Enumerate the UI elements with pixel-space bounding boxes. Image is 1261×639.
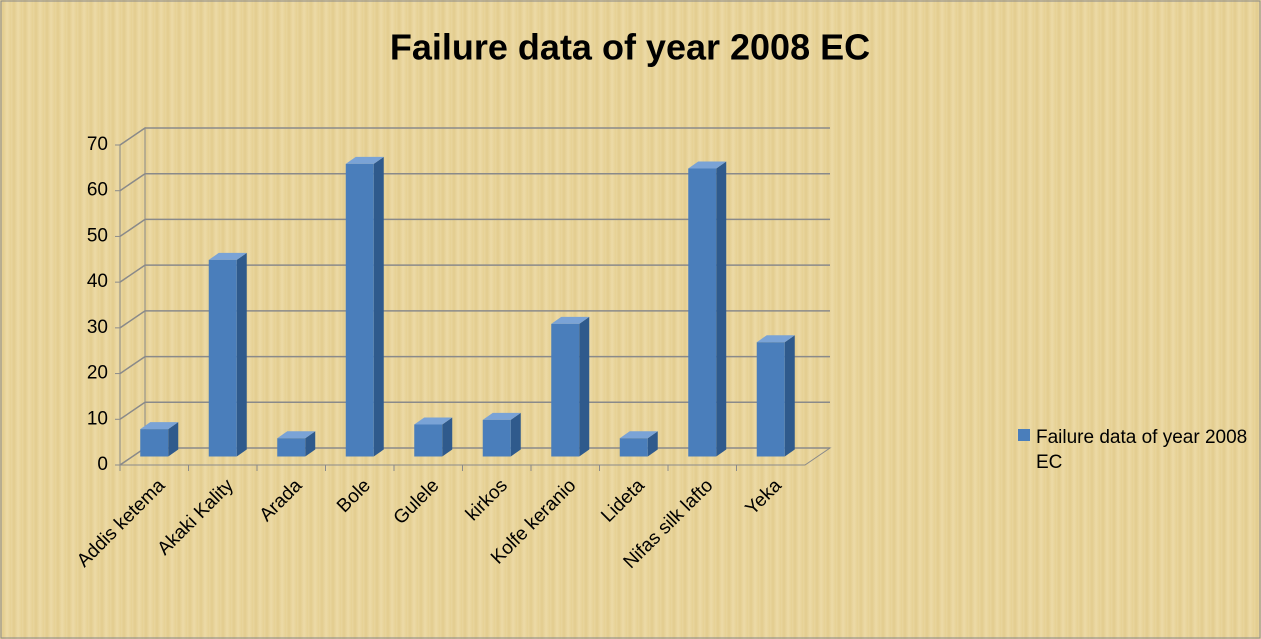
x-tick-label: Yeka — [742, 475, 787, 520]
bar-side — [647, 431, 658, 457]
legend-swatch — [1018, 429, 1030, 441]
bar-top — [345, 156, 384, 164]
grid-line — [119, 264, 830, 283]
bar — [414, 417, 453, 457]
y-tick-label: 40 — [87, 271, 108, 292]
bar-front — [140, 429, 169, 457]
bar — [551, 316, 590, 457]
x-tick-label: kirkos — [462, 475, 512, 525]
y-tick-label: 50 — [87, 225, 108, 246]
chart-title: Failure data of year 2008 EC — [390, 27, 870, 68]
bar-top — [551, 316, 590, 324]
bar-side — [236, 252, 247, 457]
bar — [345, 156, 384, 457]
bar — [140, 422, 179, 457]
bar-front — [277, 438, 306, 457]
x-tick-label: Bole — [333, 475, 375, 517]
bar-top — [277, 431, 316, 439]
grid-line — [119, 401, 830, 420]
bar-front — [619, 438, 648, 457]
bar-front — [208, 259, 237, 457]
bar-side — [305, 431, 316, 457]
bar-front — [688, 168, 717, 457]
grid-line — [119, 355, 830, 375]
legend-label: Failure data of year 2008 EC — [1036, 427, 1248, 473]
y-tick-label: 60 — [87, 180, 108, 201]
y-tick-label: 20 — [87, 363, 108, 384]
bar-side — [168, 422, 179, 457]
grid-line — [119, 172, 830, 192]
side-wall — [119, 127, 146, 466]
bar-top — [140, 422, 179, 430]
bar-top — [619, 431, 658, 439]
bar-front — [482, 419, 511, 457]
bar-top — [208, 252, 247, 260]
bar-side — [784, 335, 795, 457]
bar — [277, 431, 316, 457]
grid-line — [119, 218, 830, 238]
bar-side — [579, 316, 590, 457]
bar-front — [345, 163, 374, 457]
bar-side — [442, 417, 453, 457]
y-tick-label: 0 — [97, 454, 108, 475]
bar-top — [756, 335, 795, 343]
bar — [619, 431, 658, 457]
bar-top — [688, 161, 727, 169]
bar-side — [716, 161, 727, 457]
bar-top — [414, 417, 453, 425]
bar-front — [414, 424, 443, 457]
bar-top — [482, 412, 521, 420]
x-tick-label: Gulele — [390, 475, 444, 529]
bar — [688, 161, 727, 457]
bar-side — [373, 156, 384, 457]
bar-side — [510, 412, 521, 457]
bar-front — [551, 323, 580, 457]
grid-line — [119, 127, 830, 146]
bar — [756, 335, 795, 457]
y-tick-label: 70 — [87, 134, 108, 155]
bar-front — [756, 342, 785, 457]
bar — [208, 252, 247, 457]
x-tick-label: Lideta — [597, 475, 649, 527]
y-tick-label: 30 — [87, 317, 108, 338]
bar — [482, 412, 521, 457]
y-tick-label: 10 — [87, 408, 108, 429]
grid-line — [119, 310, 830, 329]
x-tick-label: Addis ketema — [73, 475, 170, 572]
x-tick-label: Arada — [256, 475, 307, 526]
